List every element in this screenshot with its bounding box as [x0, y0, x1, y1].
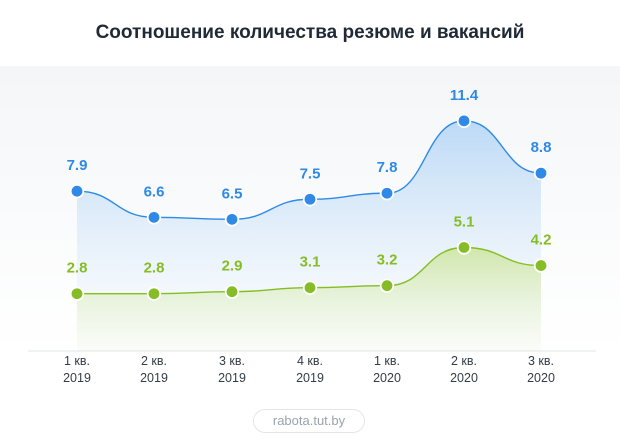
x-tick-quarter: 1 кв.	[373, 354, 400, 368]
series-green-point	[146, 286, 162, 301]
series-blue-point	[456, 113, 472, 129]
chart-title: Соотношение количества резюме и вакансий	[95, 22, 525, 43]
series-green-data-label: 5.1	[454, 213, 475, 230]
x-tick-label: 1 кв. 2019	[42, 353, 112, 387]
x-tick-label: 3 кв. 2019	[197, 353, 267, 387]
x-tick-label: 1 кв. 2020	[352, 353, 422, 387]
series-green-point	[533, 258, 549, 273]
source-badge: rabota.tut.by	[253, 409, 365, 433]
series-blue-data-label: 6.6	[144, 183, 165, 200]
series-blue-point	[146, 210, 162, 225]
series-green-point	[224, 284, 240, 299]
x-tick-label: 2 кв. 2020	[429, 353, 499, 387]
x-tick-label: 3 кв. 2020	[506, 353, 576, 387]
series-blue-point	[224, 212, 240, 227]
series-blue-data-label: 7.8	[377, 159, 398, 176]
x-tick-label: 2 кв. 2019	[119, 353, 189, 387]
x-tick-quarter: 3 кв.	[218, 354, 245, 368]
x-tick-year: 2019	[296, 371, 324, 385]
series-green-data-label: 3.2	[377, 252, 398, 269]
x-tick-quarter: 1 кв.	[63, 354, 90, 368]
series-green-point	[69, 286, 85, 301]
x-tick-year: 2019	[140, 371, 168, 385]
series-blue-point	[533, 165, 549, 181]
series-green-data-label: 3.1	[300, 254, 321, 271]
x-tick-quarter: 2 кв.	[140, 354, 167, 368]
x-tick-quarter: 2 кв.	[450, 354, 477, 368]
series-blue-data-label: 7.9	[67, 157, 88, 174]
series-blue-point	[302, 192, 318, 207]
x-tick-year: 2020	[527, 371, 555, 385]
x-tick-quarter: 3 кв.	[527, 354, 554, 368]
series-blue-point	[69, 184, 85, 199]
series-green-data-label: 4.2	[531, 232, 552, 249]
series-blue-data-label: 11.4	[450, 87, 479, 104]
x-tick-year: 2019	[63, 371, 91, 385]
x-tick-label: 4 кв. 2019	[275, 353, 345, 387]
series-green-point	[302, 280, 318, 295]
series-green-point	[379, 278, 395, 293]
series-blue-data-label: 6.5	[222, 185, 243, 202]
x-tick-year: 2020	[373, 371, 401, 385]
series-blue-point	[379, 186, 395, 201]
x-tick-year: 2020	[450, 371, 478, 385]
series-green-point	[456, 240, 472, 255]
series-green-area	[77, 247, 541, 351]
series-blue-data-label: 7.5	[300, 165, 321, 182]
series-green-data-label: 2.8	[144, 260, 165, 277]
series-blue-data-label: 8.8	[531, 139, 552, 156]
x-tick-year: 2019	[218, 371, 246, 385]
x-tick-quarter: 4 кв.	[296, 354, 323, 368]
series-green-data-label: 2.9	[222, 258, 243, 275]
series-green-data-label: 2.8	[67, 260, 88, 277]
